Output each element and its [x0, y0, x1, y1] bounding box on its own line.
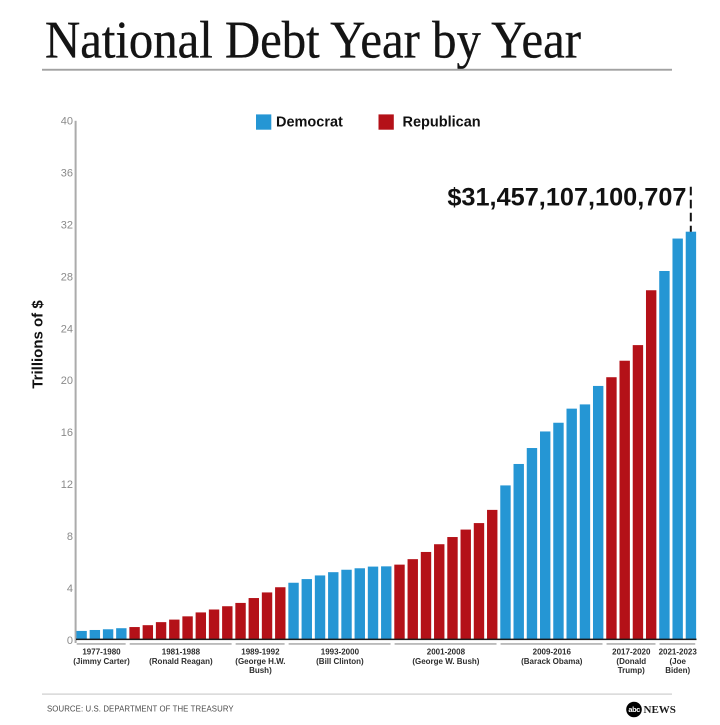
svg-text:24: 24	[61, 323, 73, 335]
svg-text:20: 20	[61, 375, 73, 387]
svg-text:28: 28	[61, 271, 73, 283]
svg-text:32: 32	[61, 219, 73, 231]
svg-text:16: 16	[61, 427, 73, 439]
svg-text:National Debt Year by Year: National Debt Year by Year	[45, 12, 581, 70]
svg-text:Bush): Bush)	[249, 666, 272, 675]
svg-text:0: 0	[67, 635, 73, 647]
svg-text:Biden): Biden)	[665, 666, 690, 675]
svg-text:2001-2008: 2001-2008	[427, 648, 466, 657]
svg-text:Trillions of $: Trillions of $	[29, 300, 46, 389]
svg-text:8: 8	[67, 531, 73, 543]
svg-text:1993-2000: 1993-2000	[321, 648, 360, 657]
svg-text:2021-2023: 2021-2023	[659, 648, 698, 657]
svg-text:Trump): Trump)	[618, 666, 645, 675]
svg-text:2017-2020: 2017-2020	[612, 648, 651, 657]
svg-text:(Donald: (Donald	[616, 657, 646, 666]
svg-text:Republican: Republican	[403, 115, 481, 131]
svg-text:(Bill Clinton): (Bill Clinton)	[316, 657, 364, 666]
svg-text:$31,457,107,100,707: $31,457,107,100,707	[447, 184, 686, 212]
svg-text:SOURCE: U.S. DEPARTMENT OF THE: SOURCE: U.S. DEPARTMENT OF THE TREASURY	[47, 704, 234, 713]
svg-text:(Ronald Reagan): (Ronald Reagan)	[149, 657, 213, 666]
svg-text:2009-2016: 2009-2016	[533, 648, 572, 657]
svg-text:(Jimmy Carter): (Jimmy Carter)	[73, 657, 130, 666]
svg-text:1989-1992: 1989-1992	[241, 648, 280, 657]
svg-text:40: 40	[61, 116, 73, 128]
svg-text:(Barack Obama): (Barack Obama)	[521, 657, 583, 666]
svg-text:36: 36	[61, 168, 73, 180]
svg-text:(George H.W.: (George H.W.	[235, 657, 285, 666]
svg-text:NEWS: NEWS	[644, 704, 676, 716]
svg-text:4: 4	[67, 583, 73, 595]
svg-text:12: 12	[61, 479, 73, 491]
svg-text:Democrat: Democrat	[276, 115, 343, 131]
svg-text:1981-1988: 1981-1988	[162, 648, 201, 657]
svg-text:1977-1980: 1977-1980	[82, 648, 121, 657]
svg-text:abc: abc	[628, 705, 640, 714]
svg-text:(George W. Bush): (George W. Bush)	[412, 657, 479, 666]
svg-text:(Joe: (Joe	[669, 657, 686, 666]
